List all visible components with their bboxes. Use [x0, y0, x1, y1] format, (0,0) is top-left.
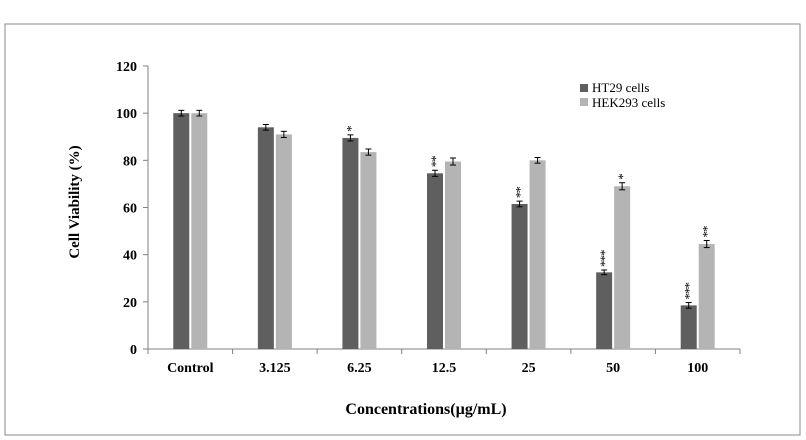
x-tick-label: Control: [167, 361, 214, 376]
y-axis-title: Cell Viability (%): [67, 145, 83, 258]
y-tick-label: 120: [116, 60, 137, 75]
bar-hek293: [445, 161, 461, 349]
significance-label: ***: [682, 283, 697, 300]
bar-hek293: [191, 113, 208, 350]
bar-hek293: [698, 244, 715, 349]
bar-ht29: [257, 127, 274, 349]
bar-ht29: [173, 113, 190, 350]
bar-hek293: [360, 152, 377, 349]
x-tick-label: 25: [522, 361, 536, 376]
significance-label: **: [513, 187, 528, 199]
x-axis-title: Concentrations(µg/mL): [345, 401, 506, 418]
significance-label: *: [615, 174, 630, 180]
bar-hek293: [529, 160, 546, 349]
y-tick-label: 100: [116, 107, 137, 122]
bar-hek293: [614, 186, 631, 349]
chart-border: [4, 23, 801, 436]
bar-ht29: [427, 173, 443, 349]
legend-label-ht29: HT29 cells: [592, 80, 649, 95]
bar-hek293: [275, 134, 292, 349]
significance-label: **: [700, 226, 715, 238]
x-tick-label: 100: [687, 361, 708, 376]
legend-label-hek293: HEK293 cells: [592, 95, 665, 110]
x-tick-label: 3.125: [259, 361, 291, 376]
y-tick-label: 0: [130, 343, 137, 358]
bar-ht29: [511, 203, 528, 349]
y-tick-label: 40: [123, 249, 137, 264]
significance-label: *: [343, 126, 358, 132]
y-tick-label: 80: [123, 154, 137, 169]
legend-swatch-ht29: [580, 84, 588, 92]
bar-ht29: [342, 137, 359, 349]
plot-area: 0 20 40 60 80 100 120 Control 3.125 6.25 12.5 25 50 1…: [116, 60, 741, 376]
y-tick-label: 60: [123, 202, 137, 217]
bar-ht29: [680, 305, 697, 349]
legend-swatch-hek293: [580, 98, 588, 106]
x-tick-label: 12.5: [432, 361, 457, 376]
bar-ht29: [596, 272, 613, 349]
significance-label: ***: [597, 250, 612, 267]
significance-label: **: [428, 156, 443, 168]
x-tick-label: 6.25: [347, 361, 372, 376]
y-tick-label: 20: [123, 296, 137, 311]
legend: HT29 cells HEK293 cells: [580, 80, 665, 110]
x-tick-label: 50: [606, 361, 620, 376]
